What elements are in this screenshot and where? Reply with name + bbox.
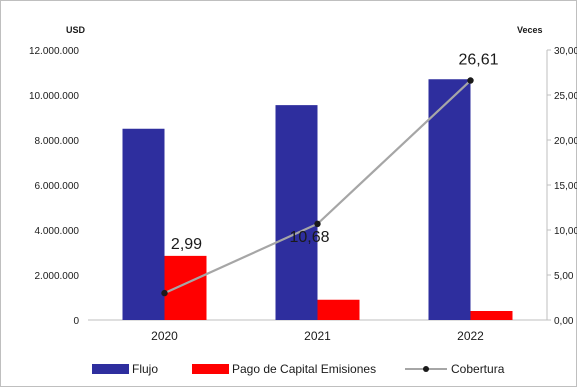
bar-flujo-2021 [275, 105, 318, 320]
legend-label: Flujo [132, 362, 158, 376]
right-axis-tick-label: 10,00 [554, 226, 577, 237]
coverage-point-2022 [467, 77, 474, 84]
right-axis-tick-label: 5,00 [554, 271, 574, 282]
right-axis-tick-label: 0,00 [554, 316, 574, 327]
legend-marker [423, 366, 429, 372]
coverage-data-label: 2,99 [171, 236, 202, 253]
coverage-point-2021 [314, 220, 321, 228]
left-axis-tick-label: 6.000.000 [35, 181, 80, 192]
category-labels: 2020 2021 2022 [151, 329, 484, 343]
right-axis-tick-label: 15,00 [554, 181, 577, 192]
legend-label: Pago de Capital Emisiones [232, 362, 376, 376]
coverage-data-label: 26,61 [458, 52, 498, 69]
legend-label: Cobertura [451, 362, 505, 376]
left-axis-unit-label: USD [66, 25, 86, 35]
category-label: 2022 [457, 329, 484, 343]
coverage-point-2020 [161, 289, 168, 297]
bar-pago-de-capital-emisiones-2021 [317, 299, 360, 320]
bar-flujo-2020 [122, 128, 165, 320]
legend: Flujo Pago de Capital Emisiones Cobertura [92, 362, 505, 376]
left-axis-ticks: 0 2.000.000 4.000.000 6.000.000 8.000.000 10.… [29, 46, 80, 327]
right-axis-tick-label: 30,00 [554, 46, 577, 57]
bar-series [122, 79, 513, 320]
left-axis-tick-label: 0 [73, 316, 79, 327]
category-label: 2020 [151, 329, 178, 343]
left-axis-tick-label: 2.000.000 [35, 271, 80, 282]
left-axis-tick-label: 10.000.000 [29, 91, 79, 102]
right-axis-ticks: 0,00 5,00 10,00 15,00 20,00 25,00 30,00 [547, 46, 577, 327]
bar-pago-de-capital-emisiones-2020 [164, 255, 207, 320]
category-label: 2021 [304, 329, 331, 343]
coverage-line-series: 2,99 10,68 26,61 [161, 52, 499, 297]
left-axis-tick-label: 4.000.000 [35, 226, 80, 237]
right-axis-unit-label: Veces [517, 25, 543, 35]
bar-flujo-2022 [428, 79, 471, 320]
right-axis-tick-label: 25,00 [554, 91, 577, 102]
right-axis-tick-label: 20,00 [554, 136, 577, 147]
legend-swatch [192, 364, 229, 374]
bar-pago-de-capital-emisiones-2022 [470, 311, 513, 320]
left-axis-tick-label: 12.000.000 [29, 46, 79, 57]
left-axis-tick-label: 8.000.000 [35, 136, 80, 147]
coverage-data-label: 10,68 [289, 229, 329, 246]
legend-swatch [92, 364, 129, 374]
